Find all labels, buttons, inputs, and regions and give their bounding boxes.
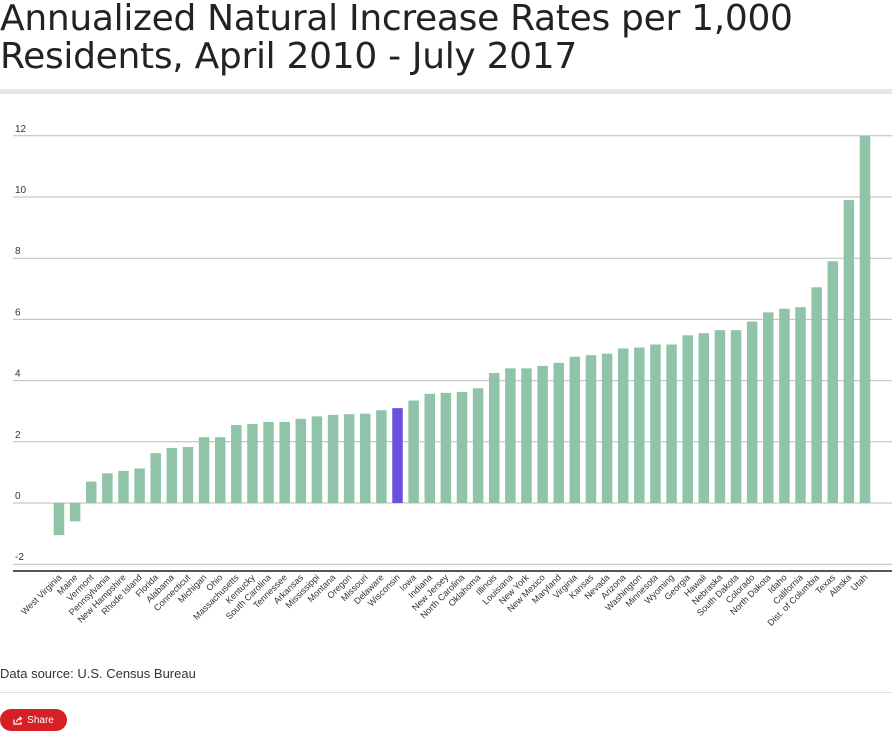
bar-alabama bbox=[166, 447, 178, 503]
x-tick-label: West Virginia bbox=[19, 572, 63, 616]
y-tick-label: 0 bbox=[15, 491, 21, 502]
bar-new-mexico bbox=[537, 365, 548, 503]
title-divider bbox=[0, 89, 892, 94]
bar-utah bbox=[859, 135, 871, 504]
bar-north-carolina bbox=[456, 391, 468, 503]
bar-massachusetts bbox=[231, 424, 242, 503]
bar-kansas bbox=[585, 355, 597, 503]
bar-michigan bbox=[198, 437, 210, 503]
bar-ohio bbox=[214, 437, 226, 503]
bar-connecticut bbox=[182, 447, 194, 503]
bar-nevada bbox=[601, 353, 613, 503]
bar-virginia bbox=[569, 356, 581, 503]
bar-wisconsin bbox=[392, 408, 403, 503]
x-tick-label: Utah bbox=[849, 572, 870, 593]
bar-maine bbox=[69, 503, 81, 522]
bar-alaska bbox=[843, 200, 855, 503]
bar-dist-of-columbia bbox=[811, 287, 822, 503]
bar-north-dakota bbox=[763, 312, 774, 503]
bar-colorado bbox=[746, 321, 758, 503]
bars bbox=[53, 135, 871, 536]
bar-texas bbox=[827, 261, 839, 503]
bar-vermont bbox=[85, 481, 97, 503]
bar-iowa bbox=[408, 400, 419, 503]
y-tick-label: 4 bbox=[15, 369, 21, 380]
bar-georgia bbox=[682, 335, 693, 503]
footer-divider bbox=[0, 692, 892, 693]
data-source: Data source: U.S. Census Bureau bbox=[0, 666, 196, 681]
bar-indiana bbox=[424, 393, 436, 503]
chart-title: Annualized Natural Increase Rates per 1,… bbox=[0, 0, 793, 77]
bar-illinois bbox=[488, 372, 500, 503]
bar-louisiana bbox=[505, 368, 516, 503]
y-axis-labels: -2 0 2 4 6 8 10 12 bbox=[15, 124, 27, 563]
bar-west-virginia bbox=[53, 503, 65, 536]
bar-hawaii bbox=[698, 333, 710, 503]
bar-california bbox=[795, 307, 806, 503]
bar-new-jersey bbox=[440, 392, 452, 503]
bar-tennessee bbox=[279, 421, 290, 503]
bar-maryland bbox=[553, 362, 564, 503]
bar-montana bbox=[327, 414, 339, 503]
y-tick-label: 10 bbox=[15, 185, 27, 196]
bar-florida bbox=[150, 453, 161, 503]
share-icon bbox=[13, 715, 23, 725]
bar-arkansas bbox=[295, 418, 307, 503]
bar-wyoming bbox=[666, 344, 677, 503]
bar-idaho bbox=[779, 308, 790, 503]
bar-mississippi bbox=[311, 416, 323, 503]
y-tick-label: -2 bbox=[15, 552, 24, 563]
y-tick-label: 12 bbox=[15, 124, 27, 135]
bar-chart: -2 0 2 4 6 8 10 12 West VirginiaMaineVermontPen… bbox=[13, 124, 892, 628]
bar-arizona bbox=[617, 348, 629, 503]
bar-oregon bbox=[343, 414, 355, 503]
bar-kentucky bbox=[247, 424, 258, 503]
bar-new-hampshire bbox=[118, 470, 129, 503]
x-axis-labels: West VirginiaMaineVermontPennsylvaniaNew… bbox=[19, 572, 869, 628]
y-tick-label: 6 bbox=[15, 307, 21, 318]
bar-south-dakota bbox=[730, 330, 742, 503]
bar-nebraska bbox=[714, 330, 726, 503]
y-tick-label: 2 bbox=[15, 430, 21, 441]
bar-washington bbox=[634, 347, 645, 503]
bar-missouri bbox=[360, 413, 371, 503]
bar-oklahoma bbox=[472, 388, 484, 503]
bar-south-carolina bbox=[263, 421, 274, 503]
y-tick-label: 8 bbox=[15, 246, 21, 257]
bar-pennsylvania bbox=[102, 473, 113, 503]
bar-delaware bbox=[376, 410, 387, 503]
bar-new-york bbox=[521, 368, 532, 503]
share-button[interactable]: Share bbox=[0, 709, 67, 731]
bar-rhode-island bbox=[134, 468, 145, 503]
gridlines bbox=[13, 135, 892, 572]
share-label: Share bbox=[27, 714, 54, 726]
bar-minnesota bbox=[650, 344, 661, 503]
